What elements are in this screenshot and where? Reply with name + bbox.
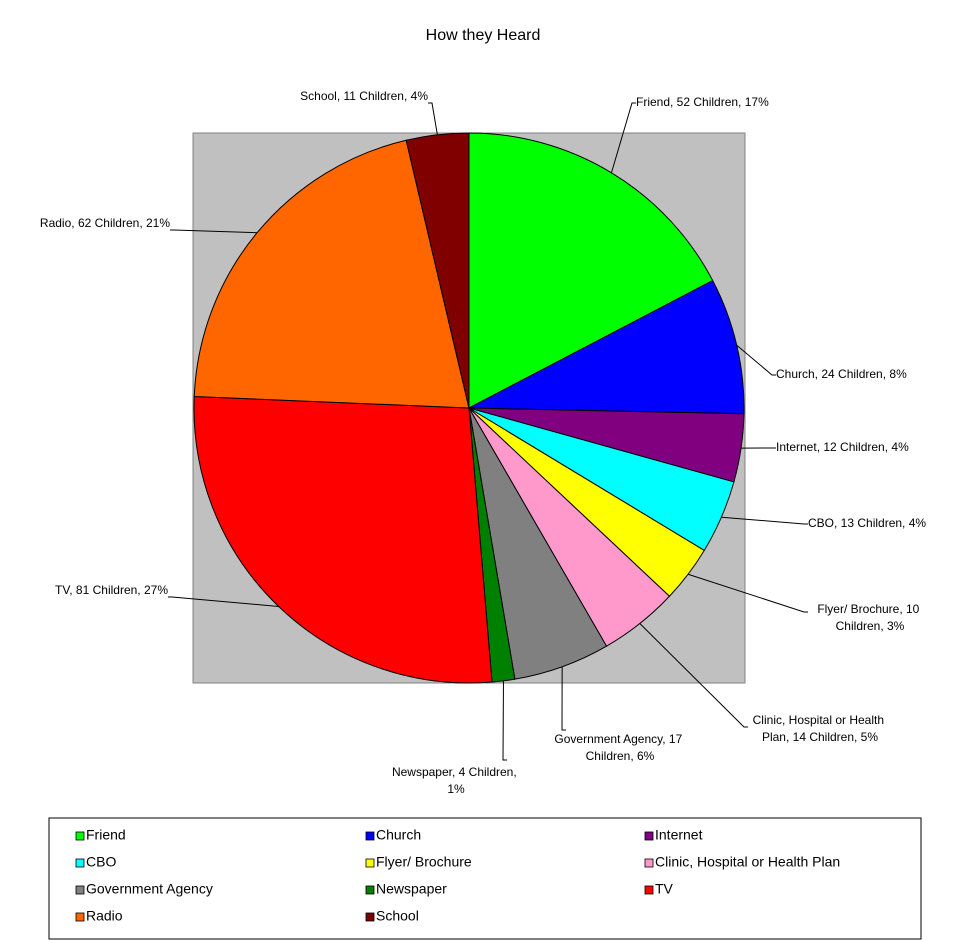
legend-swatch bbox=[365, 831, 375, 841]
leader-line bbox=[736, 344, 776, 376]
data-label: Internet, 12 Children, 4% bbox=[776, 440, 909, 454]
data-label: Newspaper, 4 Children, 1% bbox=[392, 765, 520, 796]
leader-line bbox=[639, 623, 748, 728]
leader-line bbox=[428, 102, 438, 135]
legend-swatch bbox=[365, 912, 375, 922]
leader-line bbox=[687, 573, 808, 613]
legend-label: Clinic, Hospital or Health Plan bbox=[655, 854, 840, 870]
leader-line bbox=[170, 229, 258, 234]
pie-slice bbox=[405, 132, 470, 409]
data-label-line: 1% bbox=[447, 782, 465, 796]
legend-swatch bbox=[75, 885, 85, 895]
legend-swatch bbox=[365, 885, 375, 895]
data-label-line: Flyer/ Brochure, 10 bbox=[817, 602, 922, 616]
legend-label: TV bbox=[655, 881, 674, 897]
pie-slice bbox=[468, 279, 745, 415]
data-label-line: Clinic, Hospital or Health bbox=[753, 713, 888, 727]
legend-swatch bbox=[365, 858, 375, 868]
legend-swatch bbox=[644, 831, 654, 841]
legend-label: Internet bbox=[655, 827, 703, 843]
legend-swatch bbox=[75, 831, 85, 841]
pie-slice bbox=[193, 139, 470, 409]
legend-swatch bbox=[75, 912, 85, 922]
legend-label: Government Agency bbox=[86, 881, 213, 897]
pie-slice bbox=[468, 132, 714, 409]
legend-label: Newspaper bbox=[376, 881, 447, 897]
data-label: Government Agency, 17 Children, 6% bbox=[554, 732, 685, 763]
legend-swatch bbox=[644, 885, 654, 895]
legend-label: Radio bbox=[86, 908, 123, 924]
data-label: Church, 24 Children, 8% bbox=[776, 367, 907, 381]
data-label: CBO, 13 Children, 4% bbox=[808, 516, 926, 530]
data-label-line: Children, 6% bbox=[586, 749, 655, 763]
legend-label: School bbox=[376, 908, 419, 924]
leader-line bbox=[502, 680, 507, 761]
data-label: Radio, 62 Children, 21% bbox=[40, 216, 170, 230]
data-label: Flyer/ Brochure, 10 Children, 3% bbox=[817, 602, 922, 633]
legend-label: Flyer/ Brochure bbox=[376, 854, 472, 870]
data-label: Clinic, Hospital or Health Plan, 14 Chil… bbox=[753, 713, 888, 744]
leader-line bbox=[721, 516, 808, 525]
leader-line bbox=[168, 596, 279, 607]
legend-label: CBO bbox=[86, 854, 116, 870]
data-label-line: Plan, 14 Children, 5% bbox=[762, 730, 878, 744]
legend-box bbox=[48, 817, 922, 940]
legend-swatch bbox=[75, 858, 85, 868]
data-label-line: Newspaper, 4 Children, bbox=[392, 765, 520, 779]
leader-line bbox=[610, 102, 636, 173]
legend-label: Church bbox=[376, 827, 421, 843]
data-label: School, 11 Children, 4% bbox=[300, 89, 428, 103]
data-label: TV, 81 Children, 27% bbox=[55, 583, 168, 597]
chart-title: How they Heard bbox=[426, 27, 541, 44]
data-label-line: Government Agency, 17 bbox=[554, 732, 685, 746]
leader-line bbox=[561, 666, 566, 731]
legend-label: Friend bbox=[86, 827, 126, 843]
legend-swatch bbox=[644, 858, 654, 868]
data-label-line: Children, 3% bbox=[836, 619, 905, 633]
data-label: Friend, 52 Children, 17% bbox=[636, 95, 769, 109]
